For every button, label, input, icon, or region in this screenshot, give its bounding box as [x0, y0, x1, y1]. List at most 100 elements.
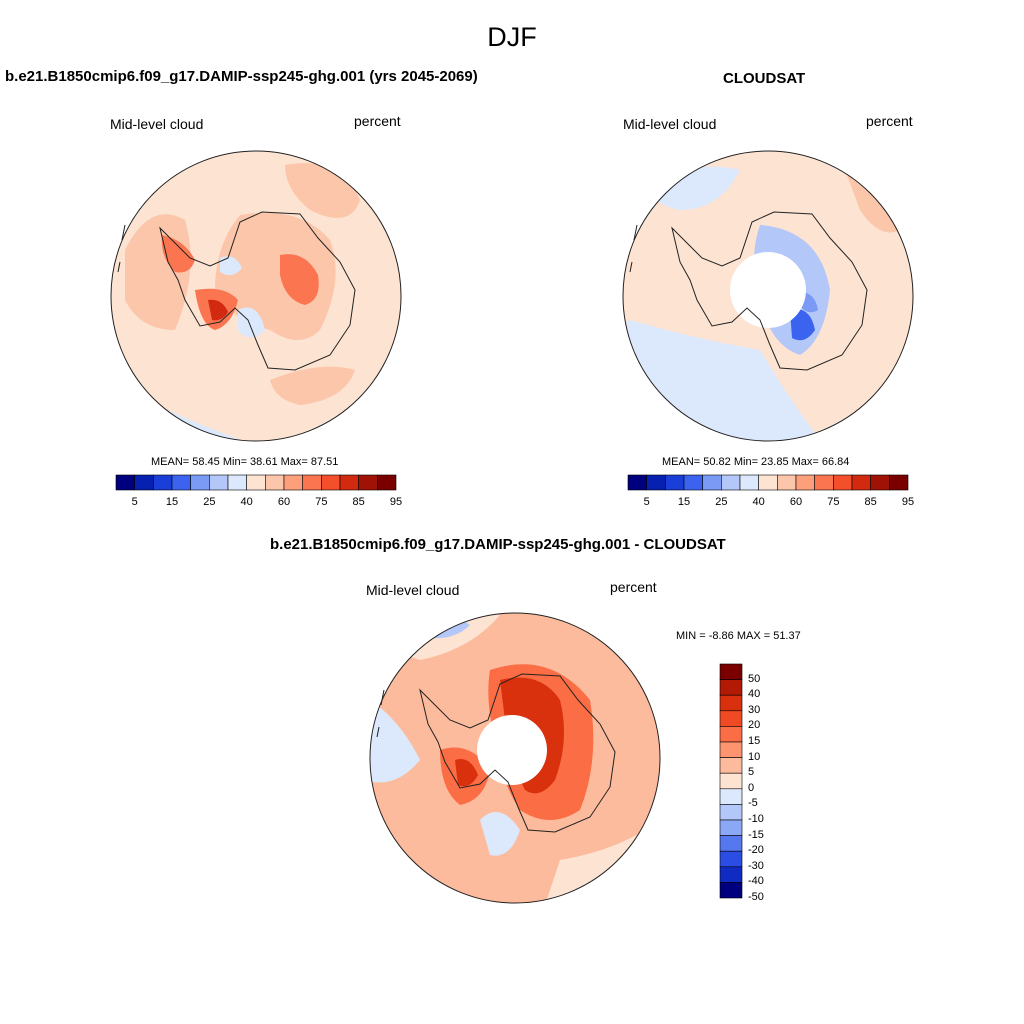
colorbar-swatch	[719, 663, 743, 680]
colorbar-swatch	[719, 788, 743, 805]
map-model	[110, 150, 402, 442]
colorbar-swatch	[153, 474, 173, 491]
colorbar-tick-label: 40	[240, 496, 253, 508]
colorbar-tick-label: -10	[748, 813, 764, 825]
colorbar-swatch	[115, 474, 135, 491]
colorbar-tick-label: 60	[789, 496, 803, 508]
colorbar-swatch	[721, 474, 741, 491]
map1-south-america-tip	[117, 224, 126, 273]
map1-antarctica-coastline	[159, 211, 356, 371]
colorbar-tick-label: -30	[748, 859, 764, 872]
colorbar-swatch	[377, 474, 397, 491]
colorbar-swatch	[777, 474, 797, 491]
colorbar-swatch	[265, 474, 285, 491]
colorbar-tick-label: 60	[277, 496, 291, 508]
map1-southeast-patch	[270, 366, 355, 405]
colorbar-tick-label: 50	[748, 672, 761, 685]
map-difference	[369, 612, 661, 904]
colorbar-swatch	[209, 474, 229, 491]
map3-west-max	[455, 759, 478, 787]
map3-antarctica-coastline	[419, 673, 616, 833]
colorbar-swatch	[795, 474, 815, 491]
colorbar-tick-label: 30	[748, 703, 761, 716]
panel-1-title: b.e21.B1850cmip6.f09_g17.DAMIP-ssp245-gh…	[5, 68, 478, 85]
colorbar-swatch	[190, 474, 210, 491]
colorbar-tick-label: 75	[315, 496, 328, 508]
map2-polar-gap	[730, 252, 806, 328]
panel-2-variable-label: Mid-level cloud	[623, 116, 717, 132]
colorbar-swatch	[719, 757, 743, 774]
colorbar-swatch	[719, 679, 743, 696]
colorbar-tick-label: 40	[748, 688, 761, 701]
map2-northeast-patch	[845, 170, 900, 233]
panel-1-stats: MEAN= 58.45 Min= 38.61 Max= 87.51	[151, 456, 339, 468]
colorbar-tick-label: 15	[748, 735, 761, 747]
colorbar-tick-label: 5	[131, 496, 138, 508]
colorbar-tick-label: 95	[901, 496, 915, 508]
colorbar-tick-label: -40	[748, 875, 764, 888]
colorbar-swatch	[739, 474, 759, 491]
map3-boundary	[369, 612, 661, 904]
map3-west-negative	[370, 700, 420, 783]
colorbar-swatch	[889, 474, 909, 491]
colorbar-swatch	[702, 474, 722, 491]
map1-ross-core	[208, 299, 228, 321]
colorbar-swatch	[719, 866, 743, 883]
colorbar-tick-label: 15	[677, 496, 691, 508]
colorbar-swatch	[719, 741, 743, 758]
colorbar-tick-label: 75	[827, 496, 840, 508]
colorbar-swatch	[851, 474, 871, 491]
panel-3-title: b.e21.B1850cmip6.f09_g17.DAMIP-ssp245-gh…	[270, 536, 726, 553]
map-cloudsat	[622, 150, 914, 442]
colorbar-swatch	[814, 474, 834, 491]
colorbar-swatch	[683, 474, 703, 491]
colorbar-swatch	[719, 694, 743, 712]
colorbar-tick-label: 0	[748, 781, 755, 794]
colorbar-swatch	[833, 474, 853, 491]
colorbar-cloudsat	[627, 474, 909, 491]
colorbar-tick-label: 5	[748, 766, 755, 779]
colorbar-tick-label: 20	[748, 719, 761, 732]
colorbar-difference	[719, 663, 743, 899]
colorbar-swatch	[283, 474, 303, 491]
colorbar-swatch	[665, 474, 685, 491]
colorbar-swatch	[646, 474, 666, 491]
colorbar-swatch	[719, 804, 743, 821]
map2-interior-min	[790, 309, 815, 341]
colorbar-tick-label: 15	[165, 496, 179, 508]
panel-1-variable-label: Mid-level cloud	[110, 116, 204, 132]
map1-interior-max	[280, 254, 319, 305]
colorbar-swatch	[719, 835, 743, 852]
panel-3-variable-label: Mid-level cloud	[366, 582, 460, 598]
panel-3-stats: MIN = -8.86 MAX = 51.37	[676, 630, 801, 642]
map1-ross-ice-low	[238, 307, 265, 338]
colorbar-tick-label: 40	[752, 496, 765, 508]
panel-3-units-label: percent	[610, 579, 657, 595]
panel-1-units-label: percent	[354, 113, 401, 129]
colorbar-tick-label: 85	[864, 496, 877, 508]
map1-low-pocket	[220, 256, 242, 276]
map2-boundary	[622, 150, 914, 442]
figure-title: DJF	[487, 22, 537, 52]
colorbar-model	[115, 474, 397, 491]
colorbar-tick-label: -20	[748, 844, 764, 857]
colorbar-swatch	[339, 474, 359, 491]
colorbar-swatch	[227, 474, 247, 491]
colorbar-tick-label: 5	[643, 496, 650, 508]
colorbar-swatch	[134, 474, 154, 491]
colorbar-swatch	[719, 882, 743, 899]
colorbar-tick-label: 10	[748, 750, 761, 763]
colorbar-tick-label: 25	[715, 496, 728, 508]
map1-peninsula-max	[161, 235, 195, 273]
panel-2-title: CLOUDSAT	[723, 70, 806, 87]
colorbar-swatch	[246, 474, 266, 491]
colorbar-swatch	[627, 474, 647, 491]
colorbar-tick-label: -5	[748, 797, 758, 810]
map3-polar-gap	[477, 715, 547, 785]
colorbar-tick-label: 95	[389, 496, 403, 508]
colorbar-tick-label: 85	[352, 496, 365, 508]
colorbar-swatch	[719, 772, 743, 790]
colorbar-swatch	[719, 850, 743, 868]
map1-boundary	[110, 150, 402, 442]
colorbar-tick-label: -50	[748, 891, 764, 903]
